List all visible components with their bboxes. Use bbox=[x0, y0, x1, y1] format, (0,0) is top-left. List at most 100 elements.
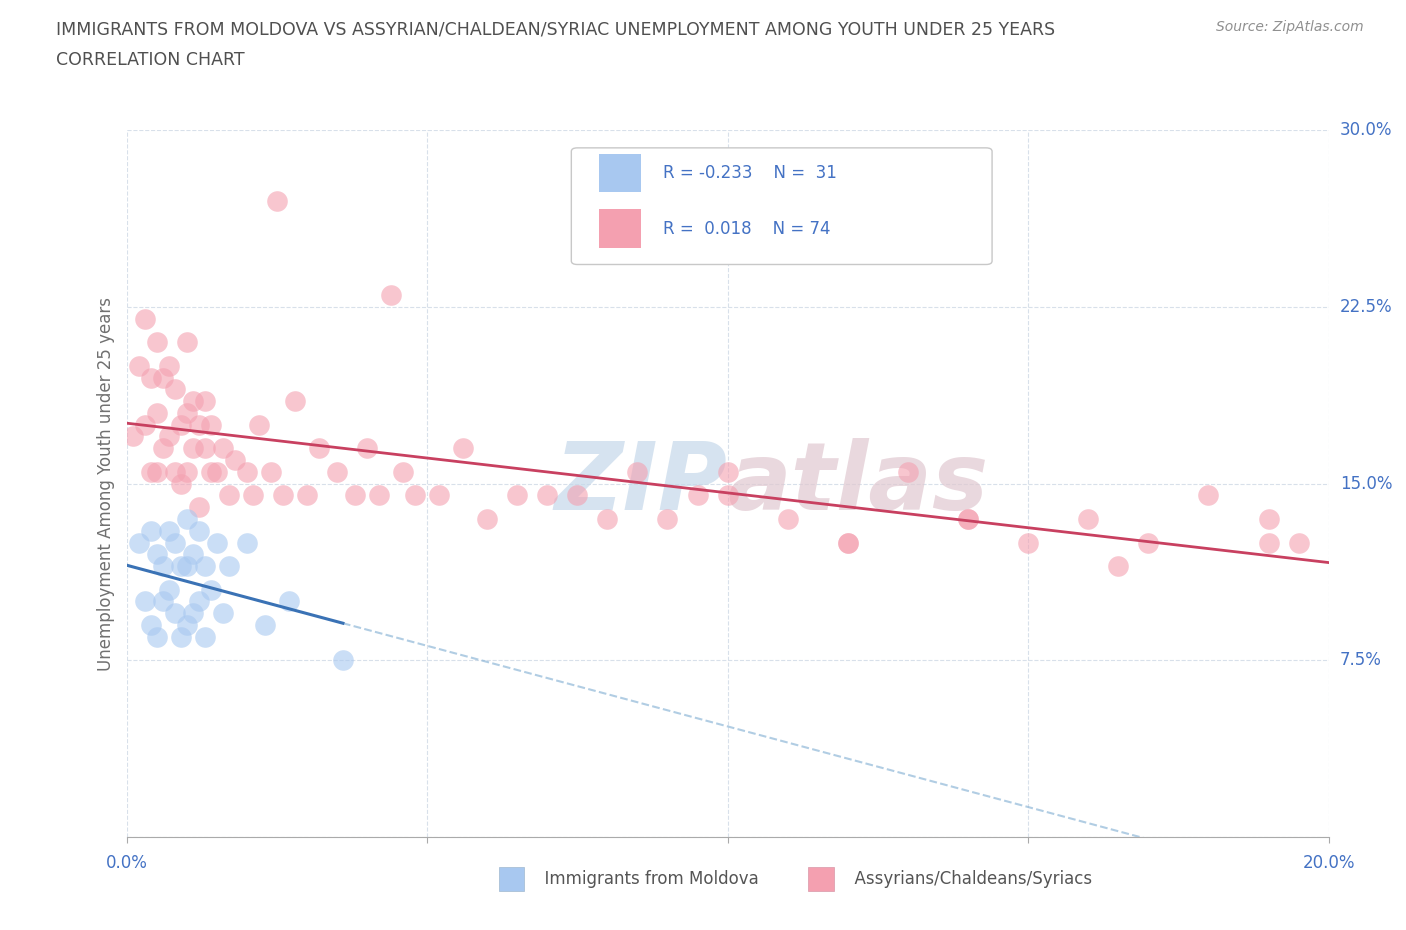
Point bbox=[776, 512, 799, 526]
Point bbox=[506, 488, 529, 503]
Point bbox=[145, 405, 167, 420]
Y-axis label: Unemployment Among Youth under 25 years: Unemployment Among Youth under 25 years bbox=[97, 297, 115, 671]
Point bbox=[152, 594, 174, 609]
Point bbox=[187, 499, 209, 514]
Point bbox=[194, 441, 217, 456]
Point bbox=[152, 559, 174, 574]
Point bbox=[404, 488, 426, 503]
Point bbox=[200, 582, 222, 597]
Point bbox=[218, 559, 240, 574]
Text: IMMIGRANTS FROM MOLDOVA VS ASSYRIAN/CHALDEAN/SYRIAC UNEMPLOYMENT AMONG YOUTH UND: IMMIGRANTS FROM MOLDOVA VS ASSYRIAN/CHAL… bbox=[56, 20, 1056, 38]
Point bbox=[205, 535, 228, 550]
Point bbox=[567, 488, 589, 503]
Point bbox=[451, 441, 474, 456]
Point bbox=[284, 393, 307, 408]
Point bbox=[956, 512, 979, 526]
Text: 30.0%: 30.0% bbox=[1340, 121, 1392, 140]
Point bbox=[145, 547, 167, 562]
Text: R =  0.018    N = 74: R = 0.018 N = 74 bbox=[662, 219, 830, 238]
Text: atlas: atlas bbox=[728, 438, 988, 529]
Point bbox=[475, 512, 498, 526]
Point bbox=[187, 594, 209, 609]
Point bbox=[169, 418, 191, 432]
Point bbox=[176, 618, 198, 632]
Point bbox=[326, 464, 349, 479]
Text: ZIP: ZIP bbox=[555, 438, 728, 529]
Point bbox=[596, 512, 619, 526]
Point bbox=[145, 335, 167, 350]
Point bbox=[260, 464, 283, 479]
Point bbox=[380, 287, 402, 302]
Point bbox=[897, 464, 920, 479]
Point bbox=[956, 512, 979, 526]
FancyBboxPatch shape bbox=[571, 148, 993, 264]
Point bbox=[211, 441, 233, 456]
Point bbox=[716, 488, 740, 503]
Point bbox=[686, 488, 709, 503]
Text: 20.0%: 20.0% bbox=[1302, 854, 1355, 871]
Point bbox=[1288, 535, 1310, 550]
Point bbox=[157, 582, 180, 597]
Point bbox=[1197, 488, 1219, 503]
Point bbox=[235, 535, 259, 550]
Point bbox=[152, 441, 174, 456]
Point bbox=[224, 453, 246, 468]
Point bbox=[163, 535, 186, 550]
Bar bbox=[599, 209, 641, 248]
Point bbox=[181, 393, 204, 408]
Point bbox=[1257, 512, 1279, 526]
Point bbox=[235, 464, 259, 479]
Point bbox=[187, 418, 209, 432]
Point bbox=[152, 370, 174, 385]
Point bbox=[271, 488, 294, 503]
Point bbox=[134, 312, 156, 326]
Point bbox=[427, 488, 450, 503]
Point bbox=[200, 418, 222, 432]
Point bbox=[626, 464, 648, 479]
Point bbox=[205, 464, 228, 479]
Point bbox=[837, 535, 859, 550]
Point bbox=[181, 441, 204, 456]
Point bbox=[145, 630, 167, 644]
Point bbox=[277, 594, 299, 609]
Point bbox=[308, 441, 330, 456]
Point bbox=[176, 335, 198, 350]
Point bbox=[837, 535, 859, 550]
Point bbox=[716, 464, 740, 479]
Point bbox=[356, 441, 378, 456]
Point bbox=[176, 512, 198, 526]
Point bbox=[176, 464, 198, 479]
Point bbox=[247, 418, 270, 432]
Point bbox=[194, 559, 217, 574]
Point bbox=[1137, 535, 1160, 550]
Point bbox=[163, 464, 186, 479]
Text: CORRELATION CHART: CORRELATION CHART bbox=[56, 51, 245, 69]
Point bbox=[139, 370, 162, 385]
Point bbox=[157, 358, 180, 373]
Point bbox=[1107, 559, 1129, 574]
Point bbox=[134, 594, 156, 609]
Point bbox=[139, 618, 162, 632]
Point bbox=[176, 559, 198, 574]
Text: Assyrians/Chaldeans/Syriacs: Assyrians/Chaldeans/Syriacs bbox=[844, 870, 1091, 888]
Point bbox=[157, 429, 180, 444]
Point bbox=[536, 488, 558, 503]
Point bbox=[1017, 535, 1039, 550]
Point bbox=[211, 605, 233, 620]
Point bbox=[139, 464, 162, 479]
Point bbox=[343, 488, 366, 503]
Point bbox=[128, 358, 150, 373]
Point bbox=[163, 605, 186, 620]
Point bbox=[169, 476, 191, 491]
Point bbox=[200, 464, 222, 479]
Point bbox=[139, 524, 162, 538]
Point bbox=[1257, 535, 1279, 550]
Point bbox=[392, 464, 415, 479]
Point bbox=[145, 464, 167, 479]
Point bbox=[194, 630, 217, 644]
Text: Source: ZipAtlas.com: Source: ZipAtlas.com bbox=[1216, 20, 1364, 34]
Point bbox=[181, 547, 204, 562]
Point bbox=[266, 193, 288, 208]
Point bbox=[295, 488, 318, 503]
Point bbox=[332, 653, 354, 668]
